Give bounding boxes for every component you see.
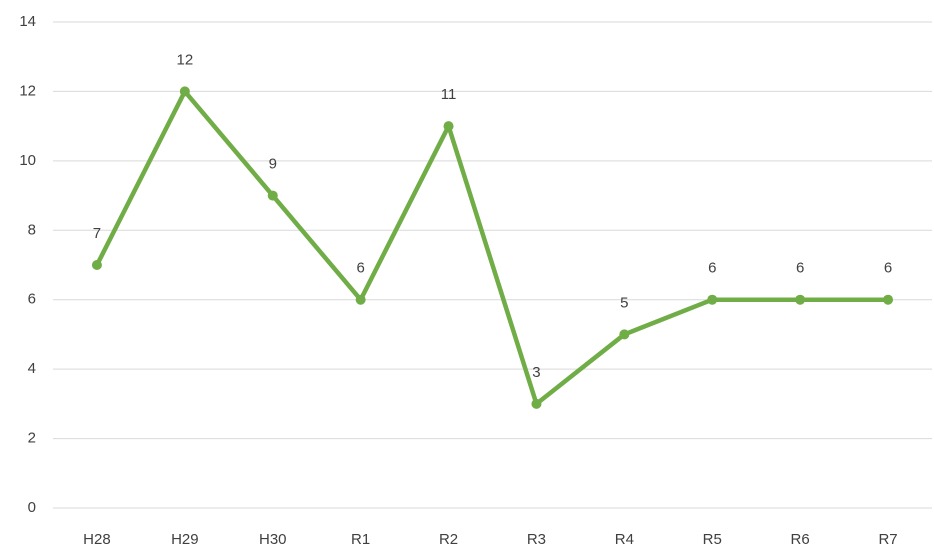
y-tick-label: 14 xyxy=(19,13,36,30)
x-tick-label: R2 xyxy=(439,531,458,548)
x-tick-label: R3 xyxy=(527,531,546,548)
data-label: 9 xyxy=(269,156,277,173)
point xyxy=(883,294,894,305)
point xyxy=(179,86,190,97)
data-label: 3 xyxy=(532,364,540,381)
data-label: 6 xyxy=(356,260,364,277)
data-label: 6 xyxy=(884,260,892,277)
point xyxy=(795,294,806,305)
data-label: 12 xyxy=(177,51,194,68)
data-label: 6 xyxy=(796,260,804,277)
x-tick-label: R7 xyxy=(878,531,897,548)
point xyxy=(267,190,278,201)
x-tick-label: H30 xyxy=(259,531,287,548)
x-tick-label: H28 xyxy=(83,531,111,548)
data-label: 11 xyxy=(441,86,457,103)
y-tick-label: 12 xyxy=(19,82,36,99)
x-tick-label: R6 xyxy=(791,531,810,548)
x-tick-label: R1 xyxy=(351,531,370,548)
y-tick-label: 0 xyxy=(28,499,36,516)
x-tick-label: R5 xyxy=(703,531,722,548)
data-label: 6 xyxy=(708,260,716,277)
point xyxy=(355,294,366,305)
data-label: 5 xyxy=(620,294,628,311)
line xyxy=(94,89,889,407)
point xyxy=(91,260,102,270)
point xyxy=(531,398,542,409)
point xyxy=(443,121,454,132)
x-tick-label: R4 xyxy=(615,531,634,548)
point xyxy=(619,329,630,340)
y-tick-label: 6 xyxy=(28,291,36,308)
y-tick-label: 10 xyxy=(19,152,36,169)
x-tick-label: H29 xyxy=(171,531,199,548)
y-tick-label: 2 xyxy=(28,430,36,447)
y-tick-label: 8 xyxy=(28,221,36,238)
y-tick-label: 4 xyxy=(28,360,36,377)
point xyxy=(707,294,718,305)
data-label: 7 xyxy=(93,225,101,242)
